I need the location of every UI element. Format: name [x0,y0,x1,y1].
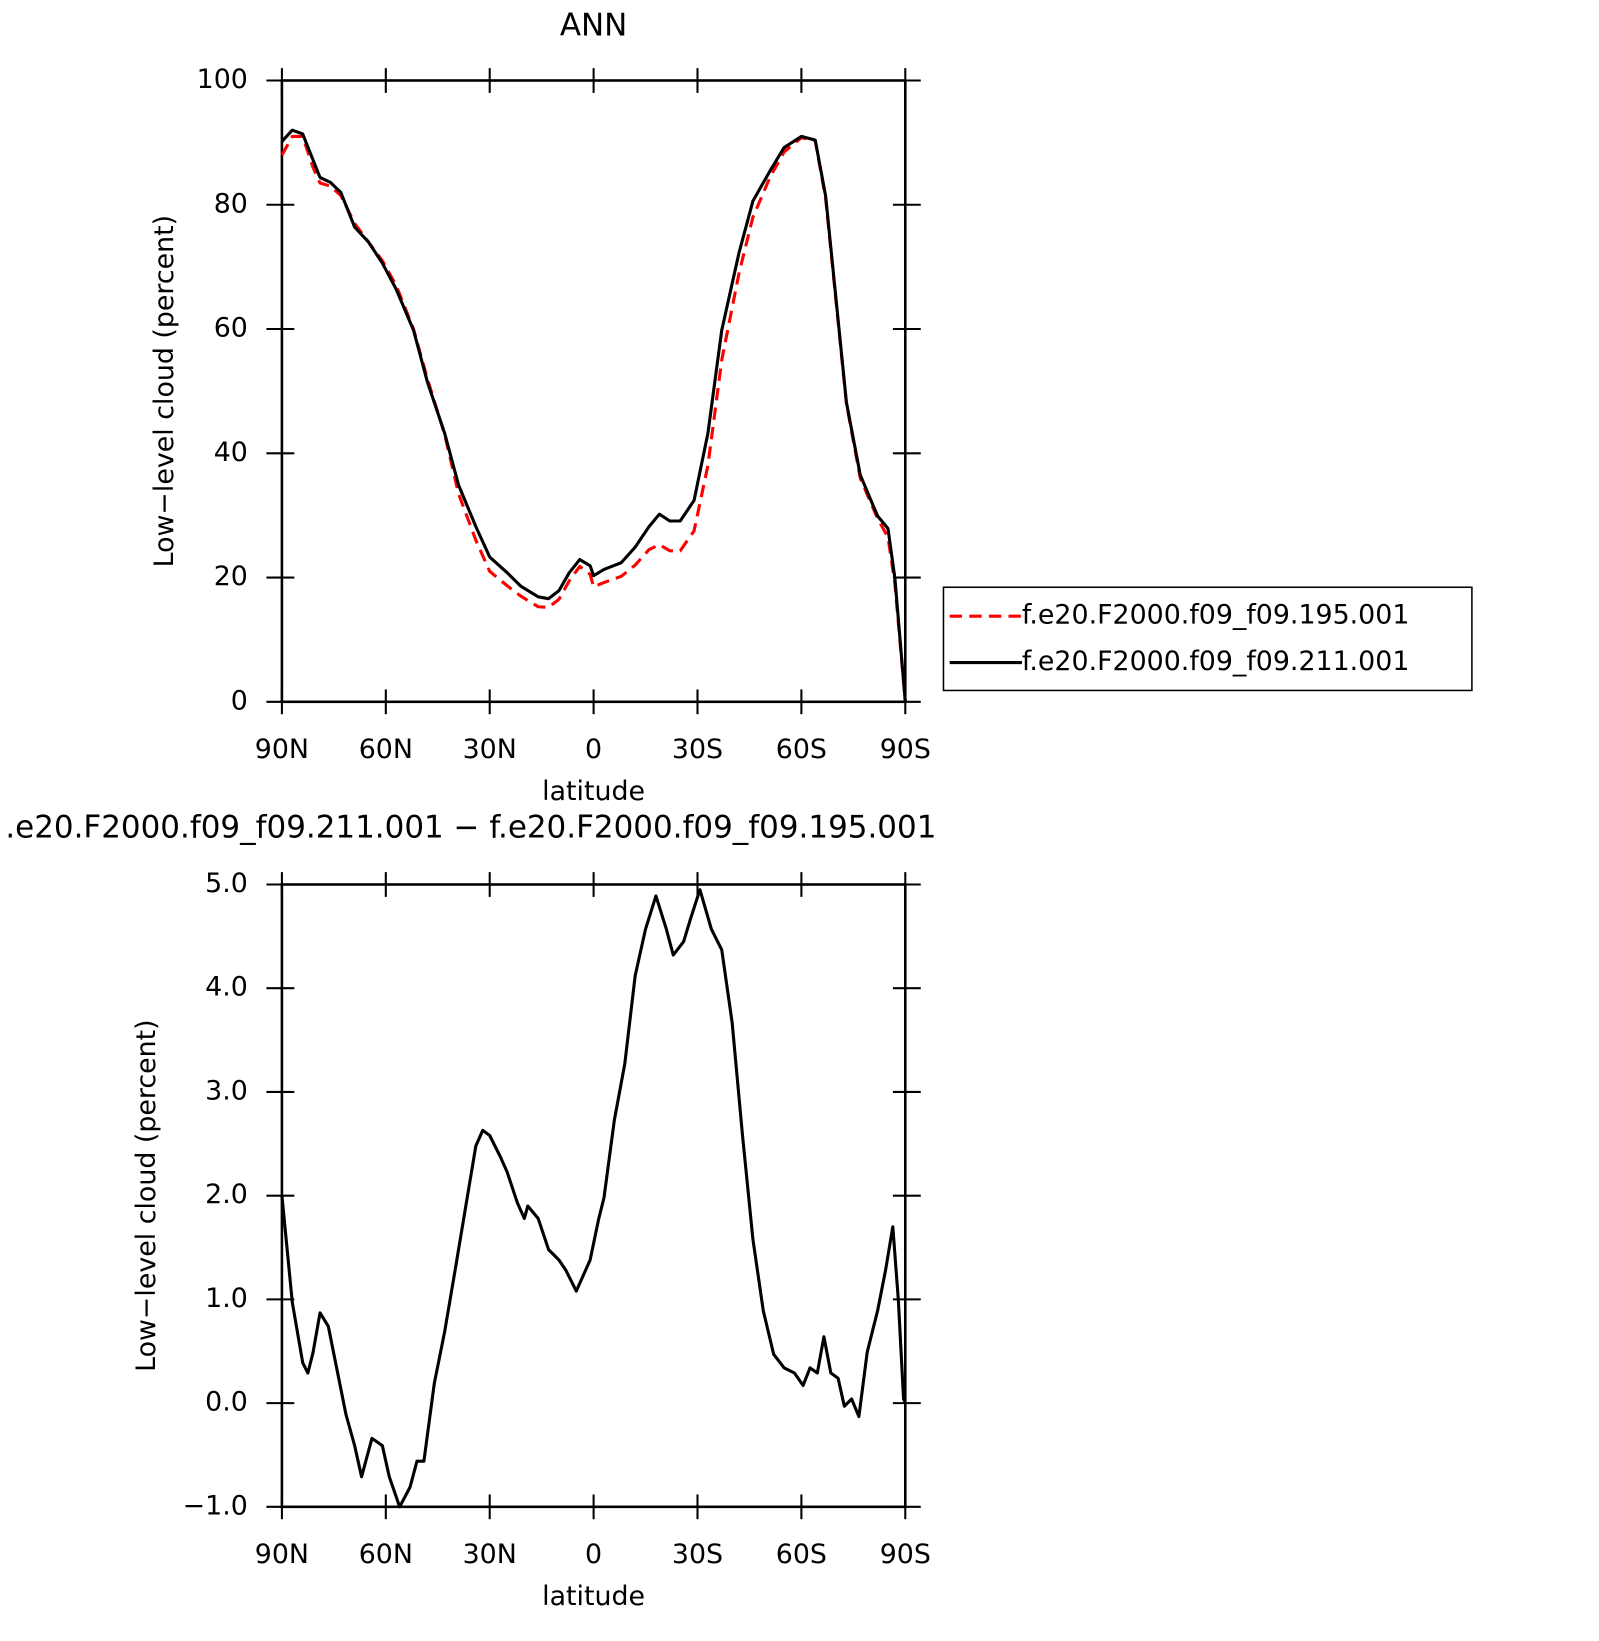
legend-box [942,586,1473,692]
x-tick-label: 0 [585,734,602,765]
y-tick-label: 100 [197,64,248,95]
x-tick-label: 90S [880,1539,931,1570]
chart-title: ANN [560,7,627,43]
x-tick-label: 60S [776,1539,827,1570]
x-axis-label: latitude [542,776,645,807]
legend-label: f.e20.F2000.f09_f09.195.001 [1022,600,1409,631]
chart-title: .e20.F2000.f09_f09.211.001 − f.e20.F2000… [5,809,936,845]
y-tick-label: 40 [214,437,248,468]
x-tick-label: 30N [463,734,517,765]
y-axis-label: Low−level cloud (percent) [131,1019,162,1372]
y-tick-label: 0 [231,685,248,716]
legend-label: f.e20.F2000.f09_f09.211.001 [1022,646,1409,677]
y-tick-label: 0.0 [205,1387,248,1418]
plot-frame [280,79,907,704]
y-tick-label: 2.0 [205,1179,248,1210]
data-line [280,134,907,702]
y-tick-label: 5.0 [205,868,248,899]
x-tick-label: 60N [359,734,413,765]
x-tick-label: 30S [672,1539,723,1570]
y-tick-label: 80 [214,188,248,219]
y-tick-label: 20 [214,561,248,592]
x-axis-label: latitude [542,1581,645,1612]
y-tick-label: 4.0 [205,972,248,1003]
y-tick-label: 3.0 [205,1075,248,1106]
plot-frame [280,883,907,1509]
y-axis-label: Low−level cloud (percent) [149,215,180,568]
x-tick-label: 90N [255,734,309,765]
data-line [280,128,907,702]
x-tick-label: 60S [776,734,827,765]
y-tick-label: 1.0 [205,1283,248,1314]
x-tick-label: 0 [585,1539,602,1570]
x-tick-label: 60N [359,1539,413,1570]
data-line [280,888,907,1509]
y-tick-label: 60 [214,313,248,344]
x-tick-label: 90N [255,1539,309,1570]
x-tick-label: 30S [672,734,723,765]
x-tick-label: 30N [463,1539,517,1570]
y-tick-label: −1.0 [183,1490,248,1521]
x-tick-label: 90S [880,734,931,765]
